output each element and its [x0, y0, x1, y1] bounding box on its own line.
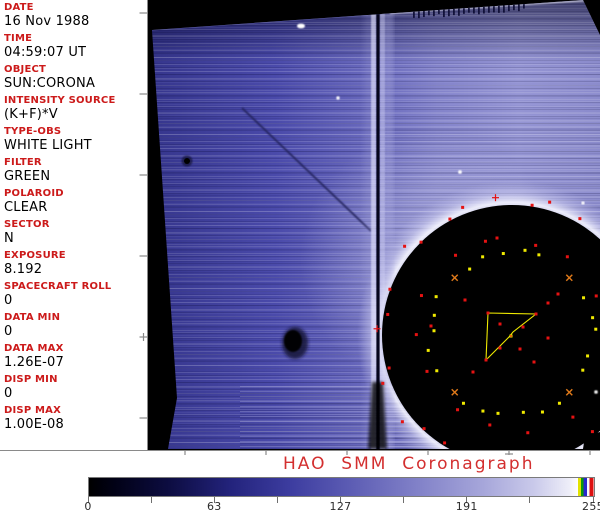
metadata-field: OBJECT SUN:CORONA [4, 64, 140, 91]
colorbar-tick-label: 0 [84, 500, 92, 513]
colorbar-tick [150, 497, 152, 503]
metadata-field: INTENSITY SOURCE (K+F)*V [4, 95, 140, 122]
colorbar-tick-label: 63 [206, 500, 222, 513]
top-edge-comb [413, 3, 525, 19]
colorbar-tick [340, 497, 341, 503]
metadata-value: 0 [4, 324, 13, 339]
colorbar-tick [87, 497, 89, 503]
metadata-field: POLAROID CLEAR [4, 188, 140, 215]
image-title: HAO SMM Coronagraph [283, 454, 535, 474]
metadata-label: DISP MAX [4, 405, 62, 416]
metadata-value: N [4, 231, 14, 246]
metadata-label: POLAROID [4, 188, 64, 199]
colorbar-tick [466, 497, 468, 503]
metadata-label: OBJECT [4, 64, 47, 75]
metadata-label: EXPOSURE [4, 250, 66, 261]
metadata-value: 1.26E-07 [4, 355, 64, 370]
metadata-field: DATA MIN 0 [4, 312, 140, 339]
metadata-field: EXPOSURE 8.192 [4, 250, 140, 277]
metadata-value: 0 [4, 293, 13, 308]
colorbar-tick [529, 497, 531, 503]
colorbar-tick-label: 127 [329, 500, 352, 513]
image-specks [181, 23, 585, 359]
metadata-field: TYPE-OBS WHITE LIGHT [4, 126, 140, 153]
metadata-value: 16 Nov 1988 [4, 14, 90, 29]
metadata-value: 1.00E-08 [4, 417, 64, 432]
corner-patch [583, 432, 600, 449]
metadata-label: SECTOR [4, 219, 50, 230]
metadata-value: 0 [4, 386, 13, 401]
metadata-label: SPACECRAFT ROLL [4, 281, 112, 292]
metadata-label: FILTER [4, 157, 42, 168]
metadata-value: WHITE LIGHT [4, 138, 92, 153]
colorbar-gradient [88, 477, 595, 497]
metadata-panel: DATE 16 Nov 1988 TIME 04:59:07 UT OBJECT… [0, 0, 140, 450]
metadata-field: DATE 16 Nov 1988 [4, 2, 140, 29]
metadata-field: SECTOR N [4, 219, 140, 246]
disk-specks [594, 390, 598, 394]
metadata-value: GREEN [4, 169, 51, 184]
occulter-disk [382, 205, 600, 450]
metadata-value: SUN:CORONA [4, 76, 96, 91]
colorbar-tick-label: 255 [582, 500, 600, 513]
metadata-field: DATA MAX 1.26E-07 [4, 343, 140, 370]
metadata-value: (K+F)*V [4, 107, 58, 122]
colorbar-tick [213, 497, 215, 503]
metadata-label: DATA MAX [4, 343, 64, 354]
colorbar-tick-label: 191 [455, 500, 478, 513]
metadata-field: FILTER GREEN [4, 157, 140, 184]
colorbar-tick [592, 497, 594, 503]
metadata-value: 8.192 [4, 262, 43, 277]
metadata-label: DISP MIN [4, 374, 58, 385]
metadata-value: CLEAR [4, 200, 48, 215]
metadata-value: 04:59:07 UT [4, 45, 87, 60]
colorbar-scale: 0 63 127 191 255 [0, 497, 600, 513]
colorbar-tick [403, 497, 405, 503]
metadata-label: DATE [4, 2, 34, 13]
diagonal-artifact [241, 107, 372, 232]
occulter-pylon [364, 0, 394, 449]
axis-ticks [0, 0, 600, 455]
metadata-label: INTENSITY SOURCE [4, 95, 116, 106]
colorbar-tick [276, 497, 278, 503]
metadata-label: DATA MIN [4, 312, 61, 323]
metadata-field: DISP MIN 0 [4, 374, 140, 401]
metadata-label: TYPE-OBS [4, 126, 62, 137]
coronagraph-image [0, 0, 600, 455]
metadata-field: DISP MAX 1.00E-08 [4, 405, 140, 432]
fiducial-markers [373, 194, 598, 445]
metadata-field: TIME 04:59:07 UT [4, 33, 140, 60]
metadata-field: SPACECRAFT ROLL 0 [4, 281, 140, 308]
metadata-label: TIME [4, 33, 33, 44]
